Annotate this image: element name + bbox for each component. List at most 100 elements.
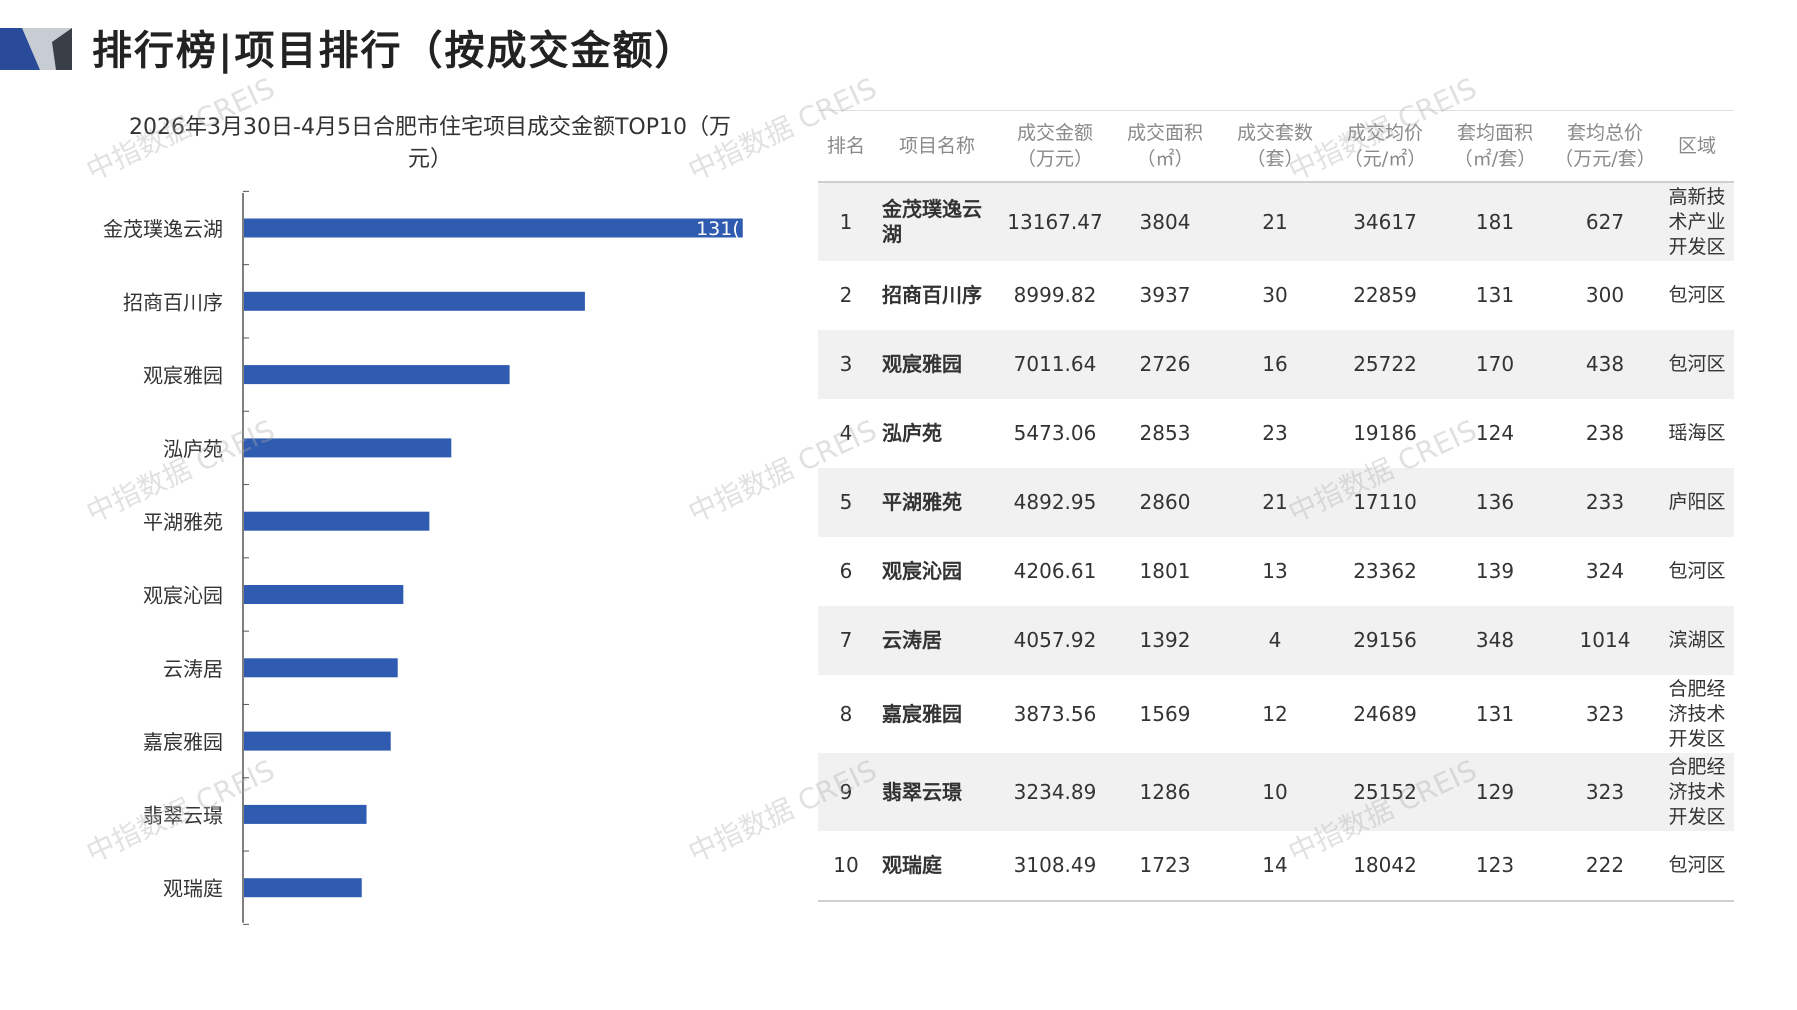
table-cell: 1392 (1110, 606, 1220, 675)
bar (244, 878, 362, 898)
table-cell: 1286 (1110, 753, 1220, 831)
table-cell: 1 (818, 182, 874, 261)
table-cell: 324 (1585, 559, 1625, 583)
table-cell: 2853 (1139, 421, 1191, 445)
column-header-line: 套均总价 (1566, 122, 1643, 144)
table-cell: 238 (1585, 421, 1625, 445)
table-cell: 14 (1220, 831, 1330, 902)
bar (244, 511, 430, 531)
category-label: 泓庐苑 (163, 437, 223, 461)
table-cell: 3937 (1139, 283, 1191, 307)
district-cell: 瑶海区 (1668, 422, 1726, 444)
bar (244, 804, 367, 824)
table-row: 7 云涛居 4057.92 1392 4 29156 348 1014 滨湖区 (818, 606, 1734, 675)
project-name-cell: 观宸沁园 (882, 559, 962, 583)
table-cell: 13 (1262, 559, 1288, 583)
table-row: 5 平湖雅苑 4892.95 2860 21 17110 136 233 庐阳区 (818, 468, 1734, 537)
table-cell: 2860 (1110, 468, 1220, 537)
column-header: 项目名称 (874, 110, 1000, 183)
project-name-cell: 云涛居 (874, 606, 1000, 675)
column-header-line: （元/㎡） (1343, 148, 1427, 170)
table-cell: 10 (818, 831, 874, 902)
project-name-cell: 泓庐苑 (882, 421, 942, 445)
column-header: 成交面积 （㎡） (1110, 110, 1220, 183)
column-header-line: （㎡） (1136, 148, 1194, 170)
table-cell: 30 (1262, 283, 1288, 307)
district-cell: 合肥经济技术开发区 (1660, 753, 1734, 831)
table-cell: 6 (839, 559, 853, 583)
table-row: 3 观宸雅园 7011.64 2726 16 25722 170 438 包河区 (818, 330, 1734, 399)
table-cell: 10 (1220, 753, 1330, 831)
table-cell: 2 (839, 283, 853, 307)
table-cell: 8 (839, 701, 853, 726)
table-cell: 3108.49 (1000, 831, 1110, 902)
table-cell: 16 (1220, 330, 1330, 399)
table-cell: 22859 (1353, 283, 1417, 307)
project-name-cell: 嘉宸雅园 (882, 701, 962, 726)
category-label: 观瑞庭 (163, 877, 223, 901)
column-header-line: 排名 (826, 135, 865, 157)
table-cell: 25152 (1330, 753, 1440, 831)
column-header-line: 成交套数 (1236, 122, 1313, 144)
category-label: 观宸雅园 (143, 364, 223, 388)
district-cell: 包河区 (1660, 330, 1734, 399)
column-header: 成交金额 （万元） (1000, 110, 1110, 183)
table-header-row: 排名 项目名称 成交金额 （万元） 成交面积 （㎡） 成交套数 （套） 成交均价 （元/㎡） 套均面… (818, 110, 1734, 183)
column-header-line: 项目名称 (898, 135, 975, 157)
table-cell: 5473.06 (1013, 421, 1097, 445)
table-cell: 3873.56 (1013, 701, 1097, 726)
district-cell: 包河区 (1668, 560, 1726, 582)
column-header-line: 成交金额 (1016, 122, 1093, 144)
table-cell: 136 (1440, 468, 1550, 537)
project-name-cell: 观瑞庭 (874, 831, 1000, 902)
table-cell: 129 (1440, 753, 1550, 831)
table-cell: 29156 (1330, 606, 1440, 675)
table-cell: 233 (1550, 468, 1660, 537)
table-cell: 323 (1550, 753, 1660, 831)
table-cell: 5 (818, 468, 874, 537)
table-row: 2 招商百川序 8999.82 3937 30 22859 131 300 包河区 (818, 261, 1734, 330)
table-cell: 2726 (1110, 330, 1220, 399)
column-header: 套均面积 （㎡/套） (1440, 110, 1550, 183)
table-cell: 7 (818, 606, 874, 675)
table-cell: 1014 (1550, 606, 1660, 675)
table-row: 10 观瑞庭 3108.49 1723 14 18042 123 222 包河区 (818, 831, 1734, 902)
table-cell: 131 (1475, 283, 1515, 307)
project-name-cell: 观宸雅园 (874, 330, 1000, 399)
bar (244, 291, 585, 311)
table-row: 6 观宸沁园 4206.61 1801 13 23362 139 324 包河区 (818, 537, 1734, 606)
column-header: 成交均价 （元/㎡） (1330, 110, 1440, 183)
table-cell: 627 (1550, 182, 1660, 261)
bar (244, 731, 391, 751)
table-cell: 21 (1220, 468, 1330, 537)
table-cell: 13167.47 (1000, 182, 1110, 261)
bar-chart: 金茂璞逸云湖 131(招商百川序观宸雅园泓庐苑平湖雅苑观宸沁园云涛居嘉宸雅园翡翠云… (103, 190, 743, 925)
table-cell: 438 (1550, 330, 1660, 399)
column-header-line: 成交均价 (1346, 122, 1423, 144)
table-cell: 1723 (1110, 831, 1220, 902)
table-cell: 3234.89 (1000, 753, 1110, 831)
chart-title: 2026年3月30日-4月5日合肥市住宅项目成交金额TOP10（万 元） (80, 112, 780, 176)
table-cell: 222 (1550, 831, 1660, 902)
table-cell: 181 (1440, 182, 1550, 261)
table-cell: 124 (1475, 421, 1515, 445)
district-cell: 高新技术产业开发区 (1660, 182, 1734, 261)
table-cell: 34617 (1330, 182, 1440, 261)
column-header-line: 套均面积 (1456, 122, 1533, 144)
column-header-line: （套） (1246, 148, 1304, 170)
table-cell: 25722 (1330, 330, 1440, 399)
column-header: 成交套数 （套） (1220, 110, 1330, 183)
table-cell: 12 (1262, 701, 1288, 726)
table-cell: 3 (818, 330, 874, 399)
table-cell: 139 (1475, 559, 1515, 583)
table-cell: 4 (1220, 606, 1330, 675)
district-cell: 庐阳区 (1660, 468, 1734, 537)
table-cell: 8999.82 (1013, 283, 1097, 307)
bar (244, 585, 404, 604)
category-label: 翡翠云璟 (143, 803, 223, 827)
column-header-line: 成交面积 (1126, 122, 1203, 144)
bar (244, 438, 452, 458)
table-cell: 170 (1440, 330, 1550, 399)
project-name-cell: 翡翠云璟 (874, 753, 1000, 831)
bar (244, 658, 398, 678)
